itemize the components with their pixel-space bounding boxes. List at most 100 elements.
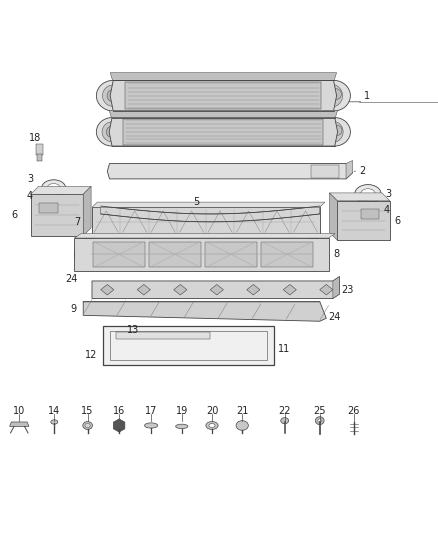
Ellipse shape (145, 423, 158, 428)
Text: 4: 4 (383, 205, 389, 215)
Polygon shape (113, 419, 125, 432)
Text: 5: 5 (193, 197, 199, 207)
Ellipse shape (153, 344, 158, 350)
Text: 20: 20 (206, 406, 218, 416)
Bar (103, 326, 274, 365)
Text: 18: 18 (28, 133, 41, 143)
Polygon shape (283, 285, 297, 295)
Bar (311, 165, 339, 177)
Bar (39, 203, 58, 213)
Ellipse shape (215, 341, 227, 354)
Polygon shape (83, 302, 326, 321)
Text: 14: 14 (48, 406, 60, 416)
Polygon shape (337, 201, 390, 240)
Ellipse shape (83, 422, 92, 430)
Ellipse shape (106, 126, 118, 138)
Text: 19: 19 (176, 406, 188, 416)
Polygon shape (247, 285, 260, 295)
Text: 23: 23 (342, 285, 354, 295)
Ellipse shape (315, 417, 324, 425)
Ellipse shape (120, 167, 125, 175)
Bar (110, 331, 267, 360)
Polygon shape (92, 202, 325, 207)
Polygon shape (92, 277, 339, 298)
Ellipse shape (96, 118, 128, 146)
Ellipse shape (74, 238, 104, 271)
Ellipse shape (281, 418, 289, 424)
Bar (124, 119, 323, 144)
Ellipse shape (56, 198, 67, 204)
Ellipse shape (236, 341, 246, 354)
Polygon shape (74, 233, 335, 238)
Ellipse shape (102, 85, 124, 107)
Ellipse shape (124, 344, 130, 350)
Ellipse shape (47, 183, 60, 192)
Ellipse shape (42, 180, 66, 197)
Ellipse shape (96, 80, 130, 111)
Polygon shape (174, 285, 187, 295)
Text: 4: 4 (26, 191, 32, 201)
Ellipse shape (319, 118, 350, 146)
Ellipse shape (102, 122, 122, 142)
Polygon shape (92, 207, 320, 236)
Bar (361, 209, 379, 219)
Polygon shape (329, 193, 337, 240)
Ellipse shape (51, 420, 58, 424)
Text: 24: 24 (66, 274, 78, 284)
Ellipse shape (361, 189, 375, 199)
Bar (149, 241, 201, 268)
Text: 21: 21 (236, 406, 248, 416)
Text: 1: 1 (364, 91, 370, 101)
Polygon shape (83, 187, 91, 236)
Polygon shape (210, 285, 223, 295)
Text: 13: 13 (127, 325, 139, 335)
Bar (37, 155, 42, 161)
Polygon shape (333, 277, 339, 298)
Text: 25: 25 (314, 406, 326, 416)
Ellipse shape (308, 167, 314, 175)
Ellipse shape (238, 344, 244, 350)
Polygon shape (31, 194, 83, 236)
Text: 6: 6 (394, 215, 400, 225)
Bar (93, 241, 145, 268)
Polygon shape (107, 164, 353, 179)
Polygon shape (346, 160, 353, 179)
Ellipse shape (331, 89, 341, 100)
Polygon shape (101, 285, 114, 295)
Ellipse shape (183, 167, 188, 175)
Bar (116, 332, 210, 339)
Text: 22: 22 (279, 406, 291, 416)
Polygon shape (137, 285, 150, 295)
Ellipse shape (206, 422, 218, 430)
Ellipse shape (246, 167, 251, 175)
Text: 9: 9 (70, 304, 76, 314)
Ellipse shape (299, 238, 328, 271)
Ellipse shape (50, 194, 72, 207)
Bar (261, 241, 313, 268)
Polygon shape (31, 187, 91, 194)
Text: 24: 24 (328, 312, 341, 322)
Ellipse shape (107, 90, 119, 102)
Ellipse shape (236, 421, 248, 430)
Ellipse shape (355, 184, 381, 203)
Bar (125, 82, 321, 109)
Text: 3: 3 (27, 174, 33, 184)
Polygon shape (110, 80, 336, 111)
Polygon shape (109, 110, 338, 118)
Text: 26: 26 (348, 406, 360, 416)
Ellipse shape (121, 341, 132, 354)
Text: 6: 6 (11, 210, 17, 220)
Polygon shape (110, 72, 336, 80)
Text: 3: 3 (385, 189, 392, 199)
Ellipse shape (162, 167, 167, 175)
Polygon shape (329, 193, 390, 201)
Ellipse shape (219, 344, 224, 350)
Ellipse shape (318, 419, 321, 423)
Ellipse shape (225, 167, 230, 175)
Text: 8: 8 (333, 249, 339, 260)
Bar (36, 144, 43, 155)
Text: 11: 11 (278, 344, 290, 354)
Ellipse shape (332, 125, 342, 135)
Ellipse shape (287, 167, 293, 175)
Polygon shape (109, 118, 338, 146)
